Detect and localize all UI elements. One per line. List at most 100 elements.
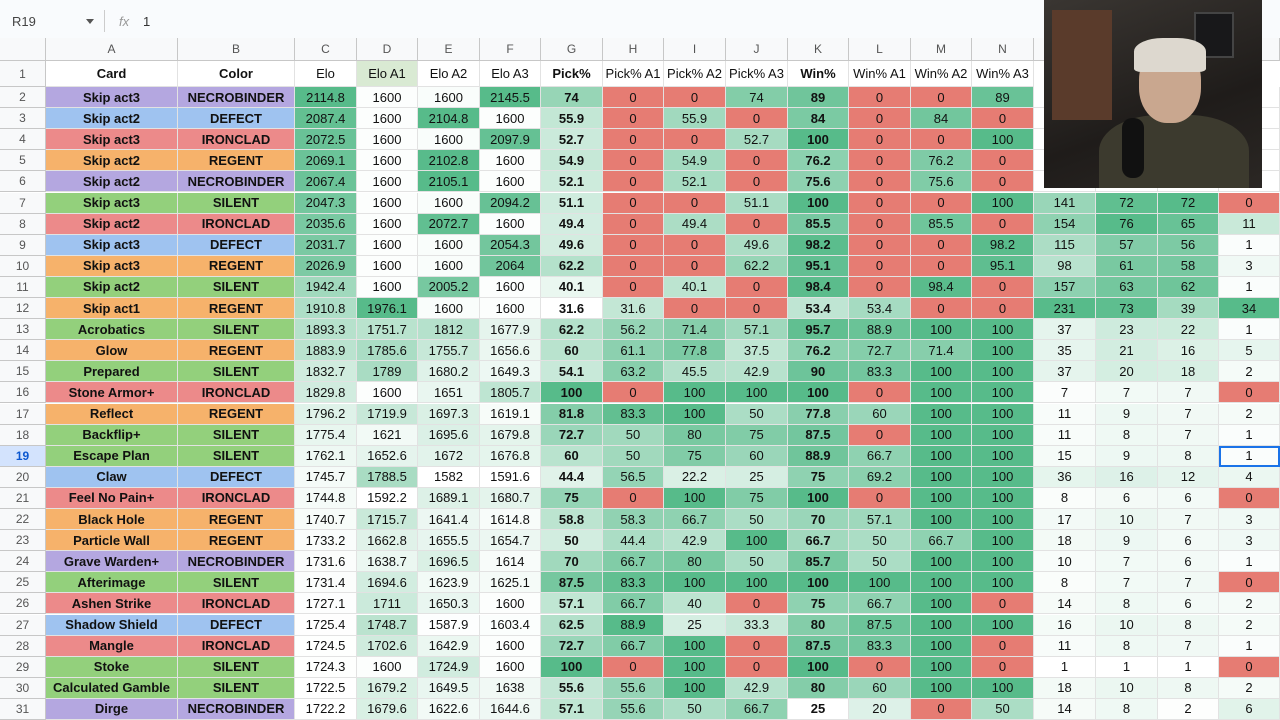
cell[interactable]: 42.9: [664, 530, 726, 552]
cell[interactable]: 95.7: [788, 319, 849, 341]
cell[interactable]: 50: [972, 698, 1034, 720]
cell[interactable]: 95.1: [972, 255, 1034, 277]
cell[interactable]: 89: [788, 87, 849, 109]
column-letter[interactable]: A: [46, 38, 178, 61]
cell[interactable]: 0: [972, 108, 1034, 130]
cell[interactable]: 1702.6: [357, 635, 418, 657]
column-letter[interactable]: C: [295, 38, 357, 61]
cell[interactable]: 87.5: [541, 572, 603, 594]
row-number[interactable]: 11: [0, 276, 46, 298]
cell[interactable]: 50: [849, 551, 911, 573]
cell[interactable]: 75: [788, 466, 849, 488]
cell[interactable]: 1: [1219, 276, 1280, 298]
cell[interactable]: 85.5: [911, 213, 972, 235]
cell[interactable]: 22.2: [664, 466, 726, 488]
cell[interactable]: 0: [664, 87, 726, 109]
cell[interactable]: 1679.8: [480, 424, 541, 446]
cell[interactable]: REGENT: [178, 150, 295, 172]
cell[interactable]: 1587.9: [418, 614, 480, 636]
cell[interactable]: 0: [726, 150, 788, 172]
cell[interactable]: 1: [1219, 551, 1280, 573]
cell[interactable]: 1829.8: [295, 382, 357, 404]
cell[interactable]: 74: [541, 87, 603, 109]
cell[interactable]: Reflect: [46, 403, 178, 425]
cell[interactable]: 49.4: [664, 213, 726, 235]
cell[interactable]: 55.9: [664, 108, 726, 130]
cell[interactable]: 66.7: [849, 593, 911, 615]
cell[interactable]: 1725.4: [295, 614, 357, 636]
cell[interactable]: 7: [1158, 509, 1219, 531]
cell[interactable]: 1600: [480, 171, 541, 193]
cell[interactable]: 1614.8: [480, 509, 541, 531]
cell[interactable]: 74: [726, 87, 788, 109]
cell[interactable]: 1893.3: [295, 319, 357, 341]
cell[interactable]: 0: [849, 213, 911, 235]
cell[interactable]: 72.7: [849, 340, 911, 362]
cell[interactable]: 0: [972, 656, 1034, 678]
cell[interactable]: NECROBINDER: [178, 87, 295, 109]
cell[interactable]: 3: [1219, 255, 1280, 277]
cell[interactable]: 0: [1219, 382, 1280, 404]
cell[interactable]: 6: [1158, 530, 1219, 552]
cell[interactable]: DEFECT: [178, 466, 295, 488]
cell[interactable]: 11: [1219, 213, 1280, 235]
column-letter[interactable]: M: [911, 38, 972, 61]
cell[interactable]: 63: [1096, 276, 1158, 298]
cell[interactable]: 100: [911, 656, 972, 678]
cell[interactable]: Skip act3: [46, 129, 178, 151]
row-number[interactable]: 3: [0, 108, 46, 130]
cell[interactable]: 1600: [418, 192, 480, 214]
cell[interactable]: 49.6: [726, 234, 788, 256]
cell[interactable]: 95.1: [788, 255, 849, 277]
cell[interactable]: 1600: [357, 108, 418, 130]
cell[interactable]: DEFECT: [178, 614, 295, 636]
cell[interactable]: 98.2: [788, 234, 849, 256]
cell[interactable]: 100: [788, 192, 849, 214]
column-letter[interactable]: E: [418, 38, 480, 61]
cell[interactable]: Skip act3: [46, 192, 178, 214]
cell[interactable]: 1600: [480, 656, 541, 678]
cell[interactable]: 2102.8: [418, 150, 480, 172]
cell[interactable]: 100: [972, 551, 1034, 573]
cell[interactable]: 1775.4: [295, 424, 357, 446]
cell[interactable]: 88.9: [603, 614, 664, 636]
cell[interactable]: 31.6: [541, 298, 603, 320]
cell[interactable]: 31.6: [603, 298, 664, 320]
cell[interactable]: 100: [664, 656, 726, 678]
cell[interactable]: Ashen Strike: [46, 593, 178, 615]
column-letter[interactable]: I: [664, 38, 726, 61]
cell[interactable]: 100: [911, 677, 972, 699]
row-number[interactable]: 27: [0, 614, 46, 636]
cell[interactable]: Acrobatics: [46, 319, 178, 341]
cell[interactable]: 63.2: [603, 361, 664, 383]
cell[interactable]: 0: [603, 150, 664, 172]
cell[interactable]: 8: [1096, 698, 1158, 720]
cell[interactable]: 1619.1: [480, 403, 541, 425]
cell[interactable]: 57.1: [726, 319, 788, 341]
cell[interactable]: 2072.5: [295, 129, 357, 151]
row-number[interactable]: 9: [0, 234, 46, 256]
cell[interactable]: 52.7: [726, 129, 788, 151]
cell[interactable]: 1600: [480, 150, 541, 172]
cell[interactable]: 7: [1158, 382, 1219, 404]
header-cell[interactable]: Elo A3: [480, 61, 541, 87]
cell[interactable]: 62: [1158, 276, 1219, 298]
cell[interactable]: 75.6: [788, 171, 849, 193]
cell[interactable]: 1679.2: [357, 677, 418, 699]
cell[interactable]: 62.2: [541, 319, 603, 341]
cell[interactable]: 90: [788, 361, 849, 383]
cell[interactable]: 100: [972, 487, 1034, 509]
cell[interactable]: 2: [1219, 403, 1280, 425]
cell[interactable]: 40.1: [541, 276, 603, 298]
cell[interactable]: 88.9: [849, 319, 911, 341]
row-number[interactable]: 23: [0, 530, 46, 552]
cell[interactable]: 0: [972, 150, 1034, 172]
cell[interactable]: 1: [1158, 656, 1219, 678]
row-number[interactable]: 21: [0, 487, 46, 509]
cell[interactable]: NECROBINDER: [178, 551, 295, 573]
cell[interactable]: 17: [1034, 509, 1096, 531]
cell[interactable]: REGENT: [178, 509, 295, 531]
cell[interactable]: 10: [1034, 551, 1096, 573]
cell[interactable]: 37: [1034, 319, 1096, 341]
cell[interactable]: 54.9: [541, 150, 603, 172]
